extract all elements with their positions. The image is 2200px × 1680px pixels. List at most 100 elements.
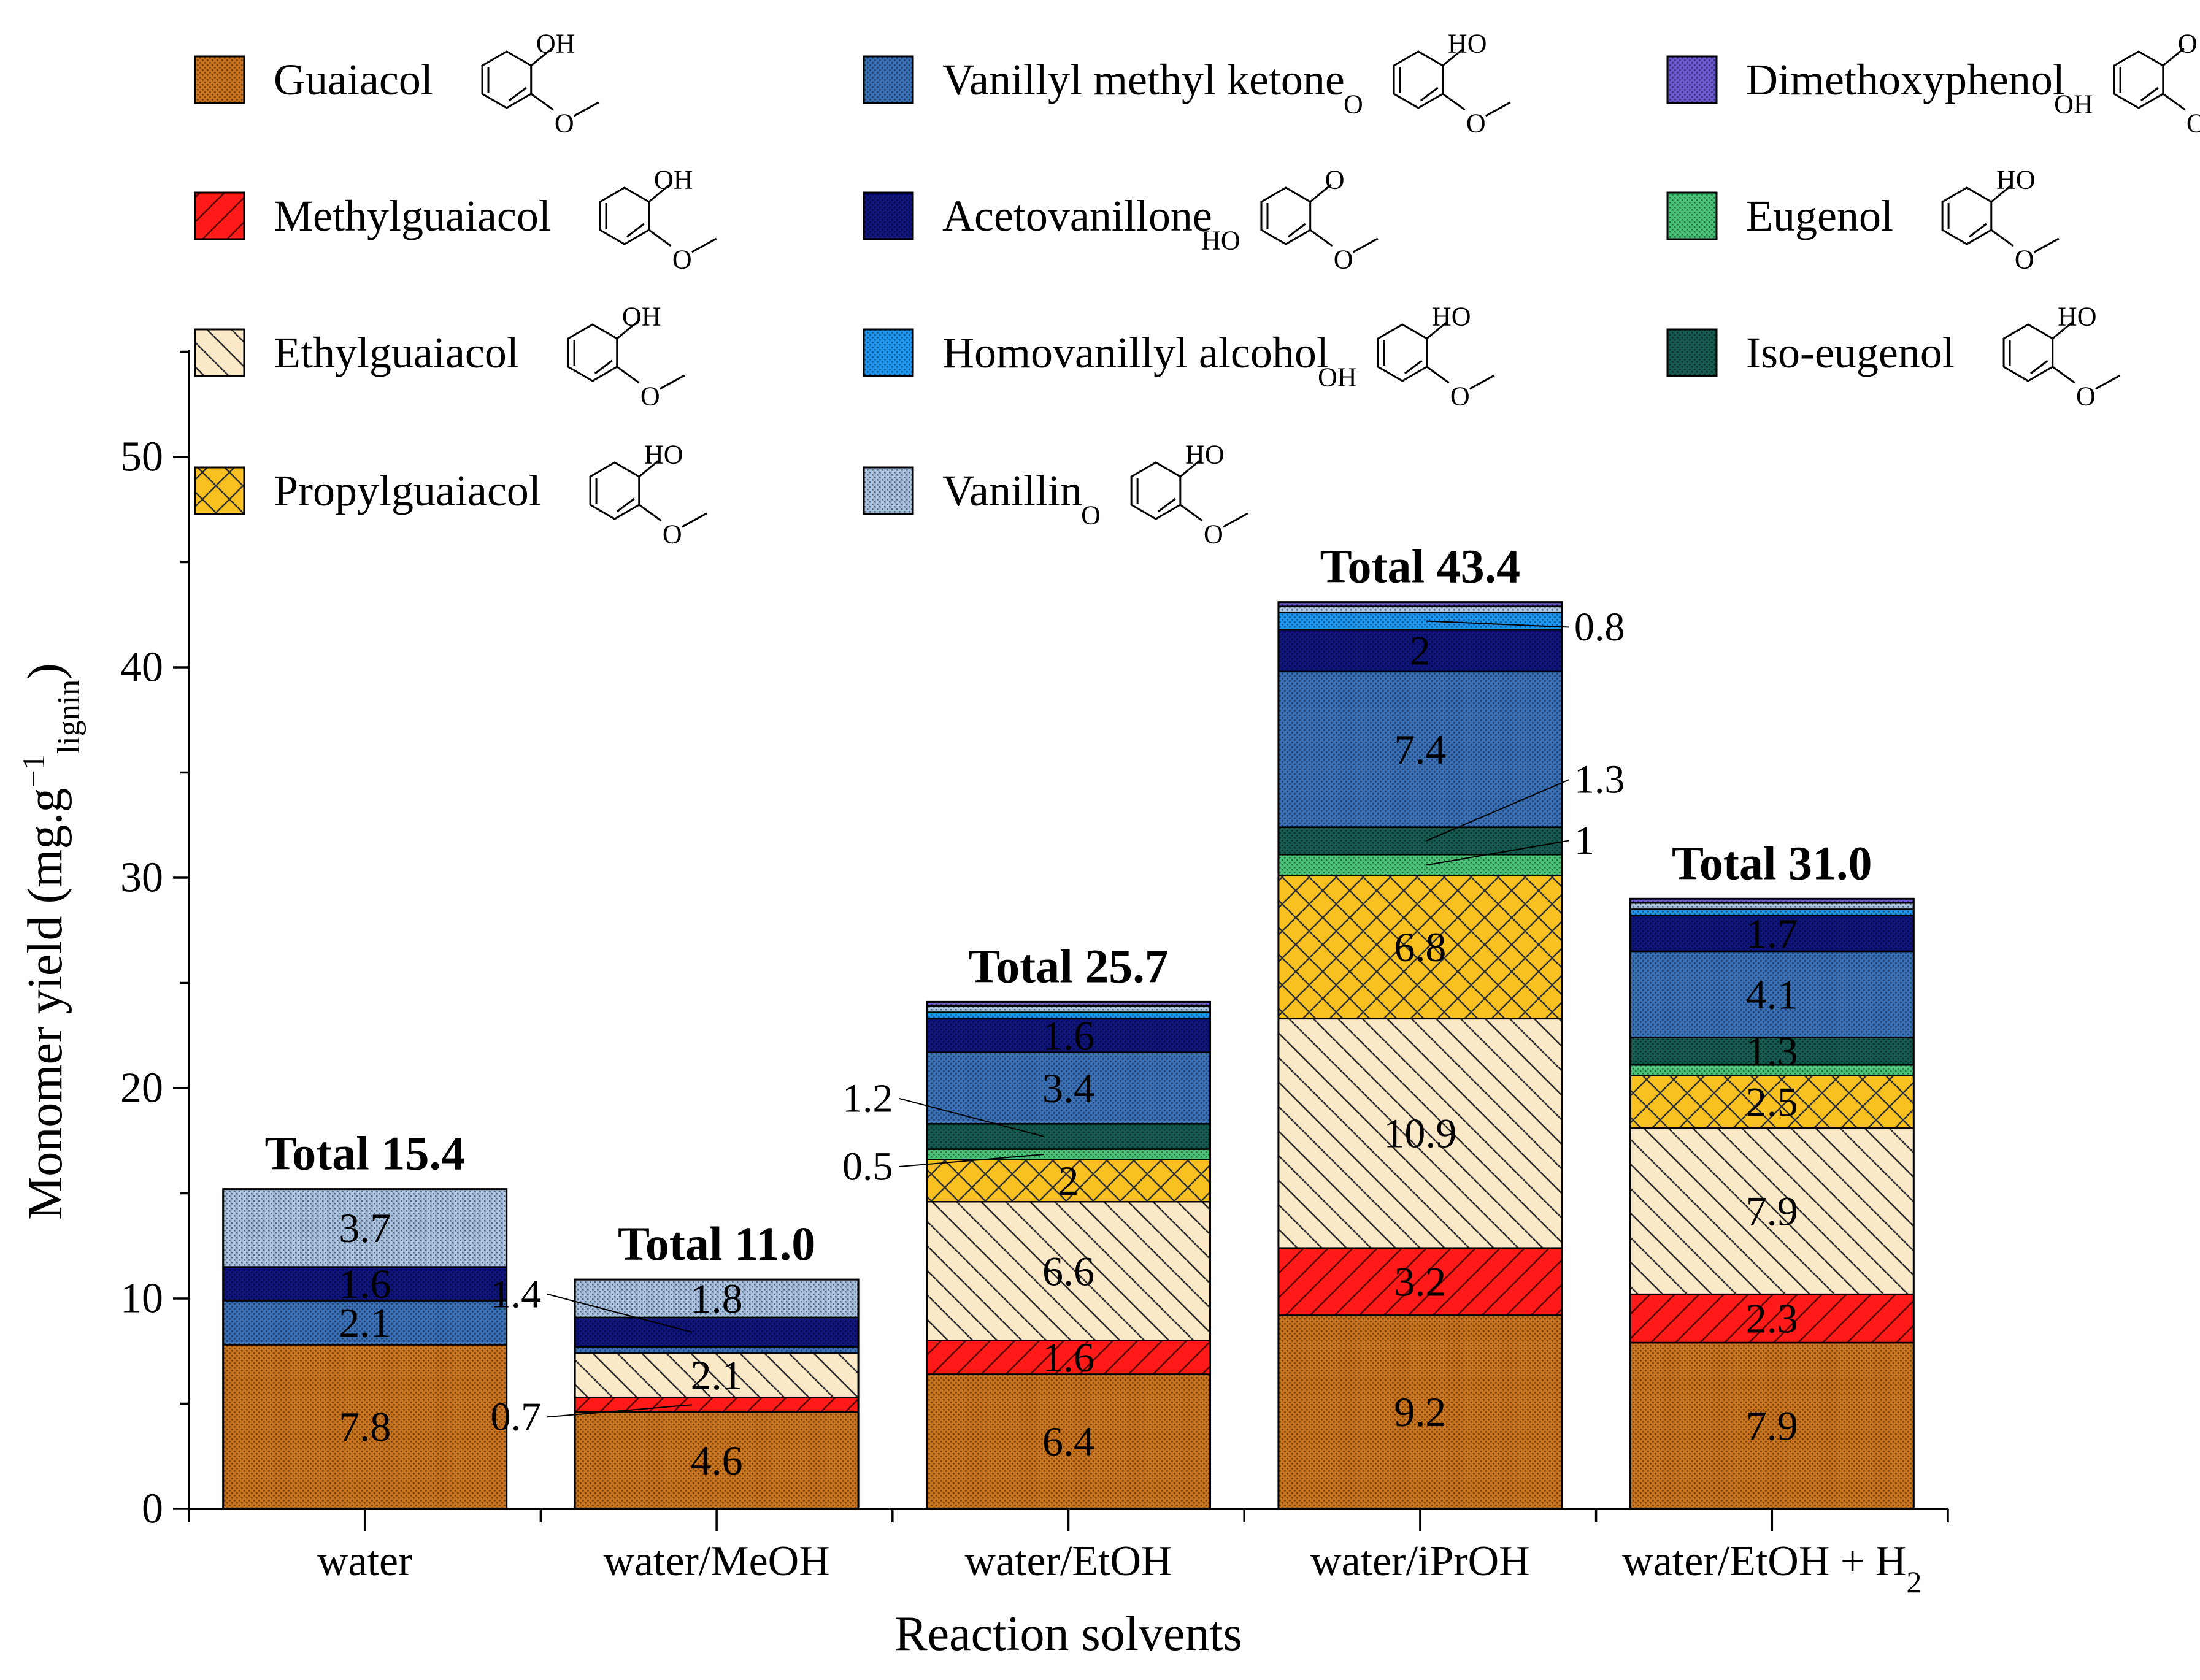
x-tick-label: water/EtOH + H2 — [1622, 1538, 1921, 1599]
structure-atom-label: O — [1325, 165, 1345, 195]
structure-ethylguaiacol: OH O — [567, 302, 685, 412]
callout-label: 1.4 — [491, 1272, 542, 1316]
bar-segment-water-iproh-acetovanillone — [1277, 629, 1563, 673]
double-bond — [2140, 86, 2159, 102]
structure-acetovanillone: O O HO — [1201, 165, 1379, 275]
structure-atom-label: OH — [622, 302, 661, 332]
data-label: 2 — [1058, 1157, 1079, 1204]
total-label: Total 11.0 — [618, 1217, 815, 1270]
bond — [1469, 374, 1495, 390]
data-label: 2.3 — [1746, 1295, 1798, 1342]
legend-item-homovanillyl-alcohol: Homovanillyl alcohol HO O OH — [863, 302, 1495, 412]
double-bond — [594, 359, 613, 375]
leader-line — [547, 1404, 693, 1418]
benzene-ring — [1377, 323, 1428, 382]
legend-item-acetovanillone: Acetovanillone O O HO — [863, 165, 1379, 275]
bond — [2034, 237, 2060, 253]
structure-atom-label: HO — [1432, 302, 1471, 332]
bond — [2162, 93, 2186, 111]
leader-line — [899, 1154, 1044, 1168]
structure-atom-label: O — [1344, 90, 1363, 120]
bar-segment-water-iproh-guaiacol — [1277, 1314, 1563, 1510]
benzene-ring — [1130, 461, 1182, 520]
bar-water-iproh — [1277, 601, 1563, 1510]
legend-item-dimethoxyphenol: Dimethoxyphenol O O OH — [1666, 29, 2200, 139]
bond — [659, 374, 685, 390]
structure-propylguaiacol: HO O — [589, 440, 707, 550]
bond — [1179, 504, 1203, 522]
structure-atom-label: HO — [1996, 165, 2036, 195]
data-label: 3.4 — [1042, 1065, 1094, 1111]
bond — [691, 237, 717, 253]
legend-swatch — [194, 191, 245, 240]
bars-layer — [222, 601, 1915, 1510]
structure-atom-label: O — [2187, 109, 2200, 139]
structure-atom-label: HO — [644, 440, 683, 470]
y-tick-label: 30 — [120, 854, 163, 902]
data-label: 1.7 — [1746, 910, 1798, 957]
data-label: 7.9 — [1746, 1188, 1798, 1235]
bar-segment-water-etoh-methylguaiacol — [926, 1340, 1211, 1375]
structure-eugenol: HO O — [1941, 165, 2060, 275]
bar-segment-water-vanillin — [222, 1188, 507, 1268]
y-tick-label: 50 — [120, 434, 163, 481]
leader-line — [1426, 779, 1570, 842]
data-label: 7.4 — [1394, 726, 1446, 773]
total-label: Total 15.4 — [264, 1127, 465, 1180]
bar-segment-water-etoh-acetovanillone — [926, 1018, 1211, 1053]
callout-label: 1.2 — [842, 1076, 893, 1121]
bar-segment-water-etoh-ethylguaiacol — [926, 1200, 1211, 1341]
legend-swatch — [194, 55, 245, 104]
structure-atom-label: HO — [1185, 440, 1225, 470]
double-bond — [1404, 359, 1423, 375]
structure-atom-label: OH — [2054, 90, 2093, 120]
x-tick-label-subscript: 2 — [1906, 1565, 1921, 1599]
bar-segment-water-iproh-propylguaiacol — [1277, 875, 1563, 1020]
structure-atom-label: OH — [1318, 362, 1357, 393]
structure-atom-label: O — [672, 245, 692, 275]
legend-swatch — [863, 191, 914, 240]
bond — [1426, 366, 1450, 384]
structure-atom-label: HO — [1448, 29, 1487, 59]
structure-atom-label: O — [1466, 109, 1486, 139]
legend-label: Propylguaiacol — [274, 466, 541, 515]
legend-item-methylguaiacol: Methylguaiacol OH O — [194, 165, 717, 275]
benzene-ring — [1260, 186, 1312, 245]
bar-segment-water-iproh-methylguaiacol — [1277, 1247, 1563, 1316]
legend-item-iso-eugenol: Iso-eugenol HO O — [1666, 302, 2121, 412]
data-label: 9.2 — [1394, 1389, 1446, 1435]
benzene-ring — [2113, 50, 2164, 109]
leader-line — [1426, 840, 1570, 866]
legend-label: Iso-eugenol — [1746, 328, 1955, 377]
data-label: 7.9 — [1746, 1403, 1798, 1449]
structure-homovanillyl-alcohol: HO O OH — [1318, 302, 1495, 412]
bond — [573, 101, 599, 117]
structure-vanillyl-methyl-ketone: HO O O — [1344, 29, 1511, 139]
x-tick-label: water/EtOH — [964, 1538, 1172, 1585]
callout-label: 0.5 — [842, 1145, 893, 1189]
leader-line — [1426, 620, 1569, 628]
bar-segment-water-iproh-iso-eugenol — [1277, 826, 1563, 856]
legend-item-vanillyl-methyl-ketone: Vanillyl methyl ketone HO O O — [863, 29, 1511, 139]
data-label: 4.1 — [1746, 971, 1798, 1018]
structure-methylguaiacol: OH O — [599, 165, 717, 275]
structure-atom-label: O — [2015, 245, 2034, 275]
data-label: 1.6 — [1042, 1334, 1094, 1381]
bond — [530, 47, 553, 67]
structure-atom-label: OH — [654, 165, 693, 195]
bond — [1426, 320, 1448, 340]
structure-atom-label: HO — [1201, 226, 1240, 256]
bar-water — [222, 1188, 508, 1510]
callout-label: 0.8 — [1574, 605, 1625, 650]
callout-label: 1 — [1574, 818, 1594, 863]
legend-label: Methylguaiacol — [274, 191, 551, 240]
legend-label: Vanillin — [942, 466, 1082, 515]
data-label: 2.1 — [339, 1299, 391, 1346]
structure-atom-label: O — [1081, 501, 1101, 531]
structure-iso-eugenol: HO O — [2002, 302, 2121, 412]
legend-swatch — [1666, 328, 1718, 377]
bar-segment-water-etoh-iso-eugenol — [926, 1123, 1211, 1150]
total-label: Total 25.7 — [968, 939, 1169, 992]
x-tick-label: water — [317, 1538, 412, 1585]
